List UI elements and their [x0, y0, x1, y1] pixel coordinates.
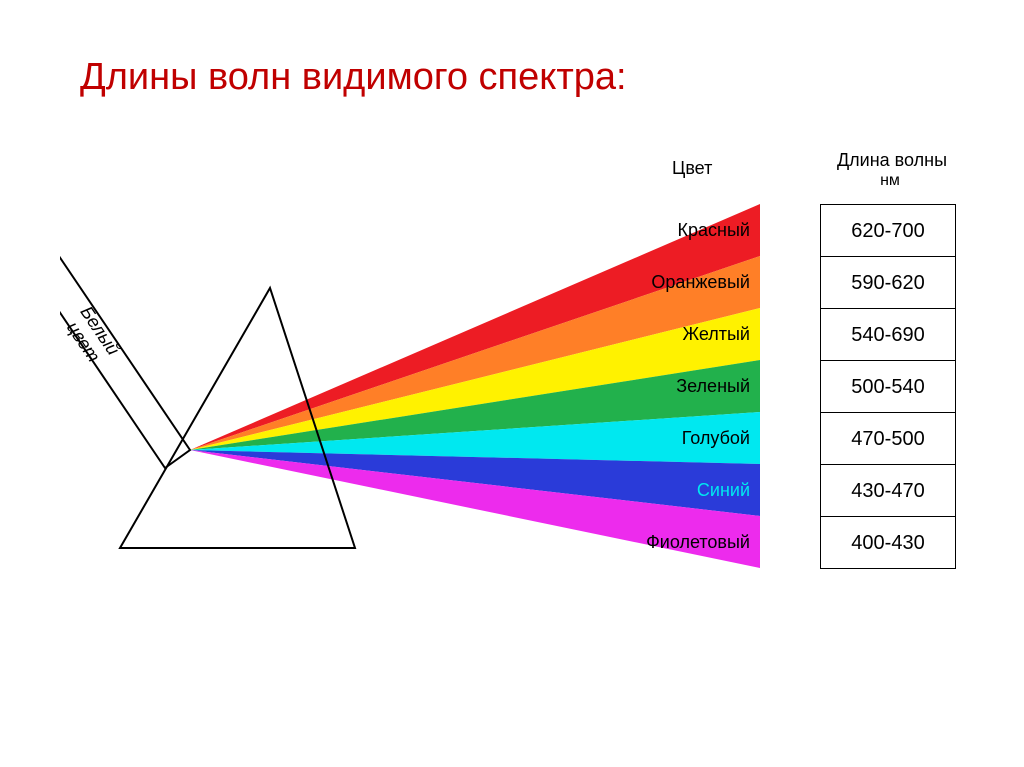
table-row: 540-690: [821, 309, 955, 361]
band-label: Фиолетовый: [646, 532, 750, 552]
incoming-beam: Белыйцвет: [60, 228, 190, 468]
band-label: Голубой: [682, 428, 750, 448]
band-label: Желтый: [682, 324, 750, 344]
slide: Длины волн видимого спектра: Цвет Длина …: [0, 0, 1024, 767]
prism-diagram: Цвет Длина волны нм Белыйцвет КрасныйОра…: [60, 148, 960, 668]
band-label: Зеленый: [676, 376, 750, 396]
white-light-label: Белыйцвет: [60, 302, 124, 370]
page-title: Длины волн видимого спектра:: [80, 56, 627, 99]
table-row: 400-430: [821, 517, 955, 569]
band-label: Синий: [697, 480, 750, 500]
table-row: 470-500: [821, 413, 955, 465]
table-row: 500-540: [821, 361, 955, 413]
band-label: Оранжевый: [651, 272, 750, 292]
band-label: Красный: [678, 220, 750, 240]
spectrum-bands: [190, 204, 760, 568]
table-row: 590-620: [821, 257, 955, 309]
wavelength-table: 620-700590-620540-690500-540470-500430-4…: [820, 204, 956, 569]
table-row: 430-470: [821, 465, 955, 517]
table-row: 620-700: [821, 205, 955, 257]
